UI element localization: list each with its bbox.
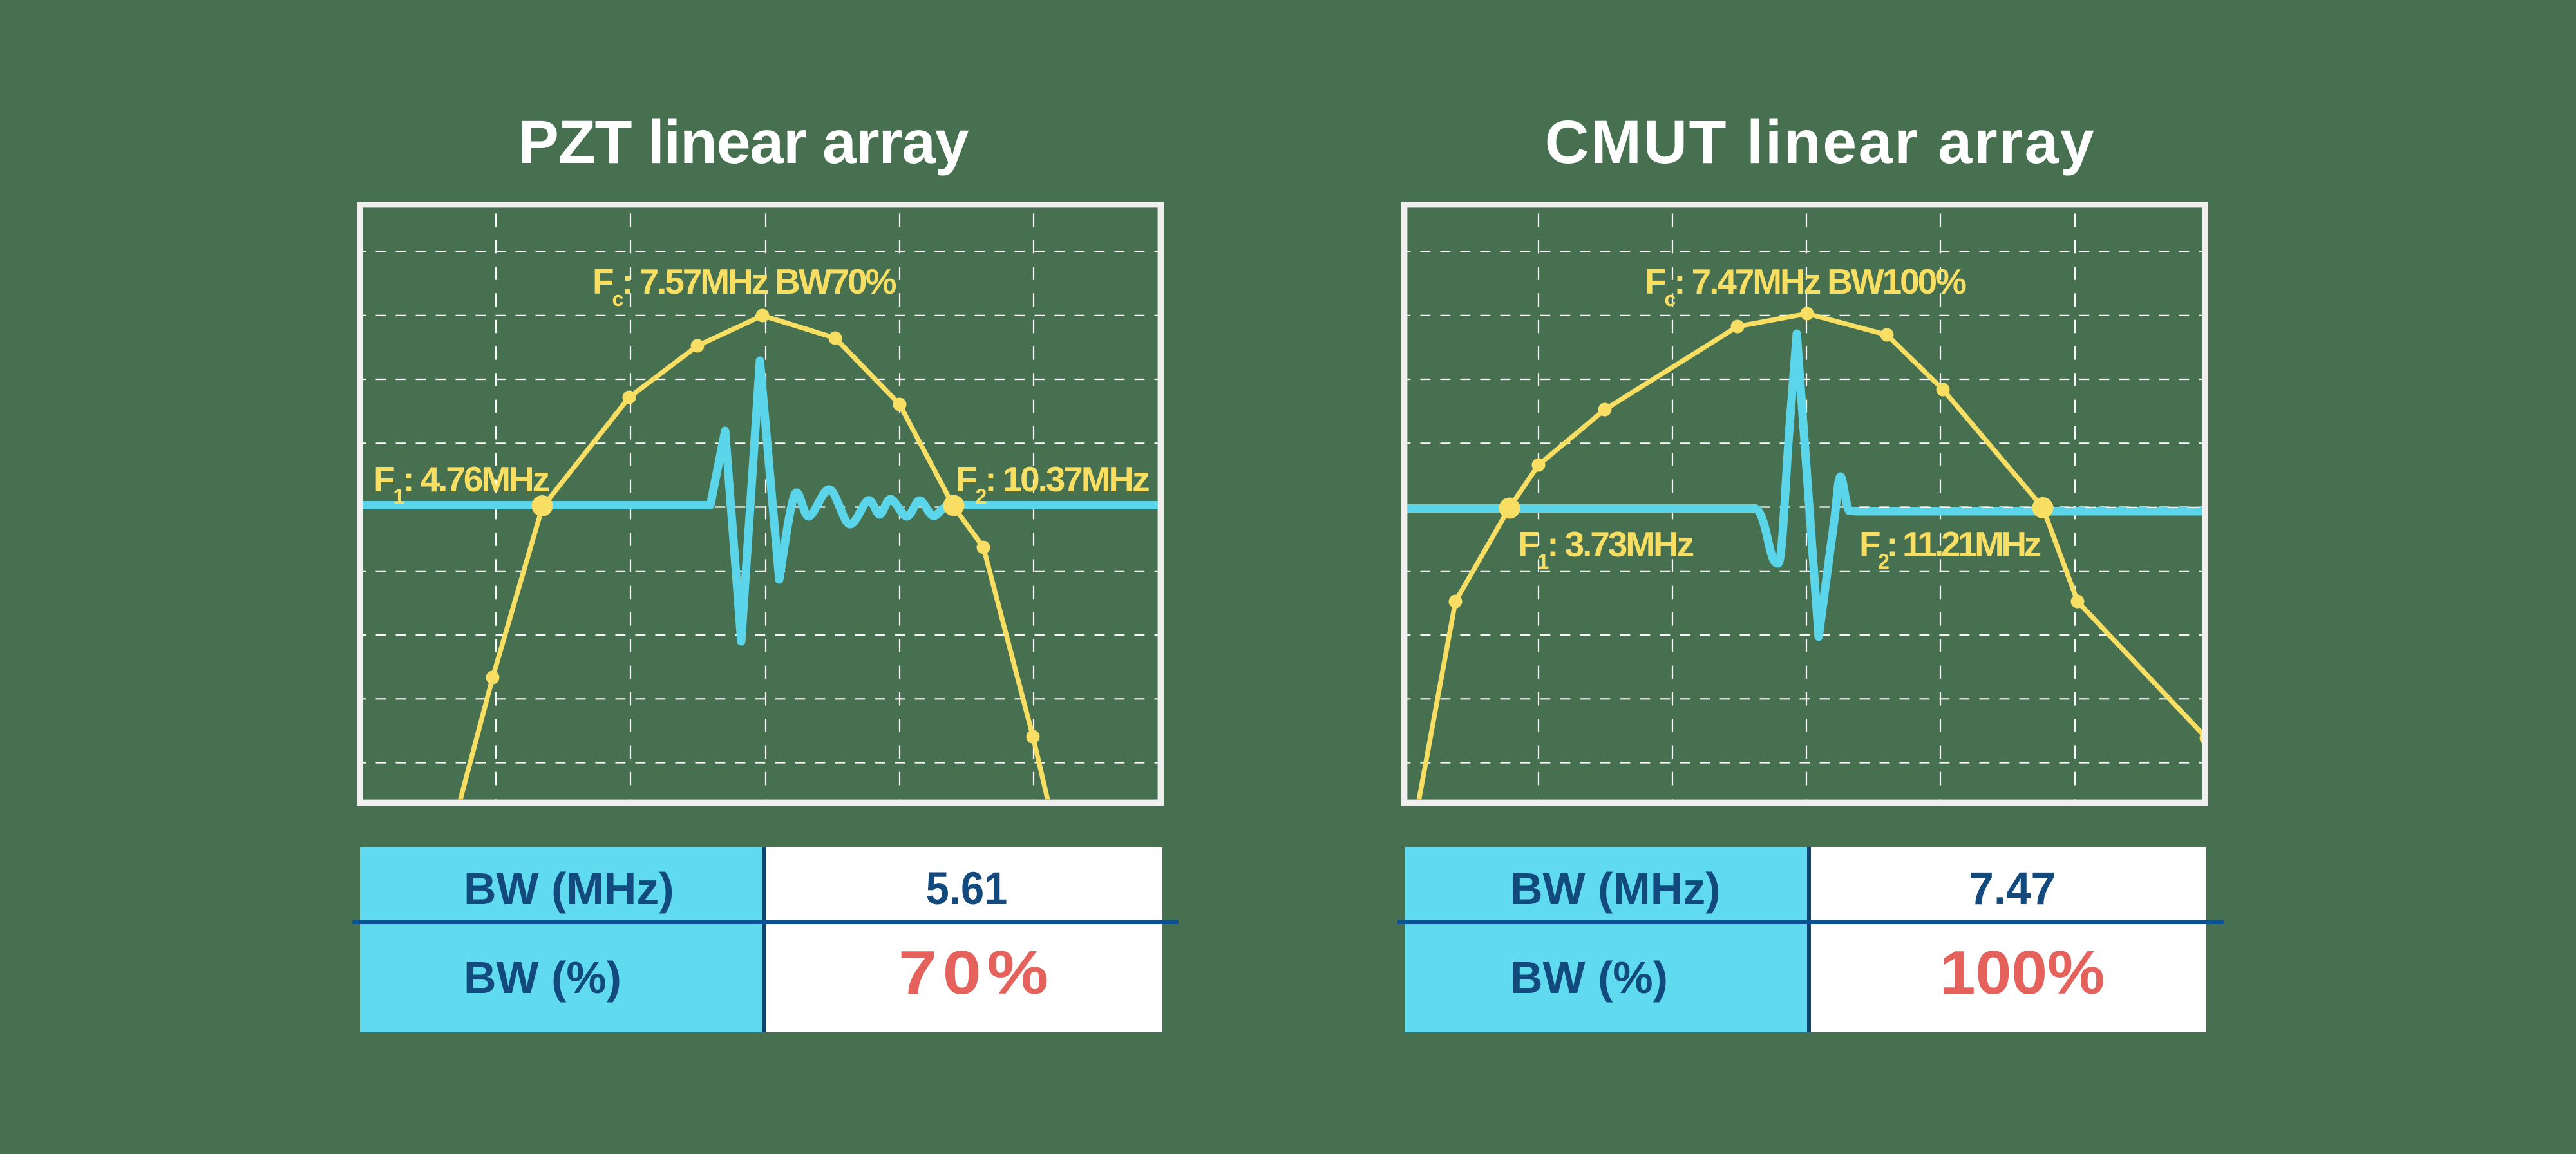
- svg-text:BW (MHz): BW (MHz): [464, 864, 674, 914]
- svg-text:5.61: 5.61: [926, 863, 1008, 914]
- svg-text:BW (MHz): BW (MHz): [1510, 864, 1721, 914]
- svg-text:70%: 70%: [898, 938, 1054, 1007]
- svg-text:100%: 100%: [1940, 938, 2105, 1007]
- svg-text:BW (%): BW (%): [1510, 952, 1668, 1003]
- svg-text:CMUT linear array: CMUT linear array: [1545, 108, 2096, 176]
- svg-text:7.47: 7.47: [1969, 863, 2056, 914]
- svg-text:BW (%): BW (%): [464, 952, 621, 1003]
- svg-text:PZT linear array: PZT linear array: [518, 108, 969, 176]
